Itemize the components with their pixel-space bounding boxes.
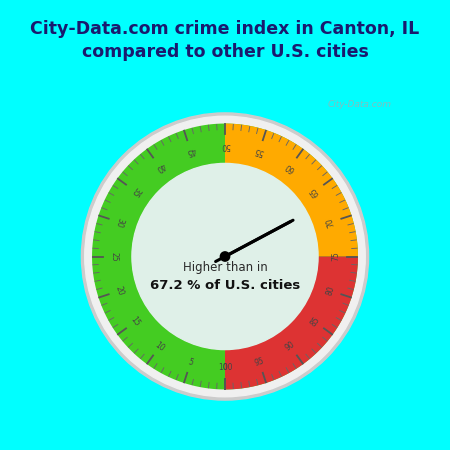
Text: 45: 45 bbox=[184, 145, 197, 157]
Text: compared to other U.S. cities: compared to other U.S. cities bbox=[81, 43, 369, 61]
Text: 30: 30 bbox=[114, 216, 125, 228]
Polygon shape bbox=[225, 256, 358, 389]
Circle shape bbox=[81, 113, 369, 400]
Polygon shape bbox=[225, 124, 358, 256]
Text: 40: 40 bbox=[153, 160, 166, 173]
Text: Higher than in: Higher than in bbox=[183, 261, 267, 274]
Text: 25: 25 bbox=[109, 252, 118, 261]
Text: City-Data.com: City-Data.com bbox=[327, 99, 391, 108]
Text: 35: 35 bbox=[129, 184, 142, 198]
Text: 0: 0 bbox=[223, 363, 227, 372]
Text: 60: 60 bbox=[284, 160, 297, 173]
Text: 75: 75 bbox=[332, 252, 341, 261]
Text: City-Data.com crime index in Canton, IL: City-Data.com crime index in Canton, IL bbox=[31, 20, 419, 38]
Text: 5: 5 bbox=[187, 357, 194, 367]
Text: 100: 100 bbox=[218, 363, 232, 372]
Circle shape bbox=[132, 163, 318, 350]
Text: 20: 20 bbox=[114, 285, 125, 297]
Text: 67.2 % of U.S. cities: 67.2 % of U.S. cities bbox=[150, 279, 300, 292]
Polygon shape bbox=[92, 124, 225, 389]
Text: 95: 95 bbox=[253, 356, 266, 368]
Polygon shape bbox=[225, 124, 358, 389]
Text: 70: 70 bbox=[325, 216, 336, 228]
Text: 15: 15 bbox=[129, 315, 142, 328]
Circle shape bbox=[220, 252, 230, 261]
Text: 90: 90 bbox=[284, 340, 297, 353]
Text: 10: 10 bbox=[153, 340, 166, 353]
Text: 65: 65 bbox=[308, 184, 321, 198]
Text: 55: 55 bbox=[253, 145, 266, 157]
Text: 50: 50 bbox=[220, 141, 230, 150]
Text: 80: 80 bbox=[325, 285, 336, 297]
Text: 85: 85 bbox=[308, 315, 321, 328]
Circle shape bbox=[85, 116, 365, 397]
